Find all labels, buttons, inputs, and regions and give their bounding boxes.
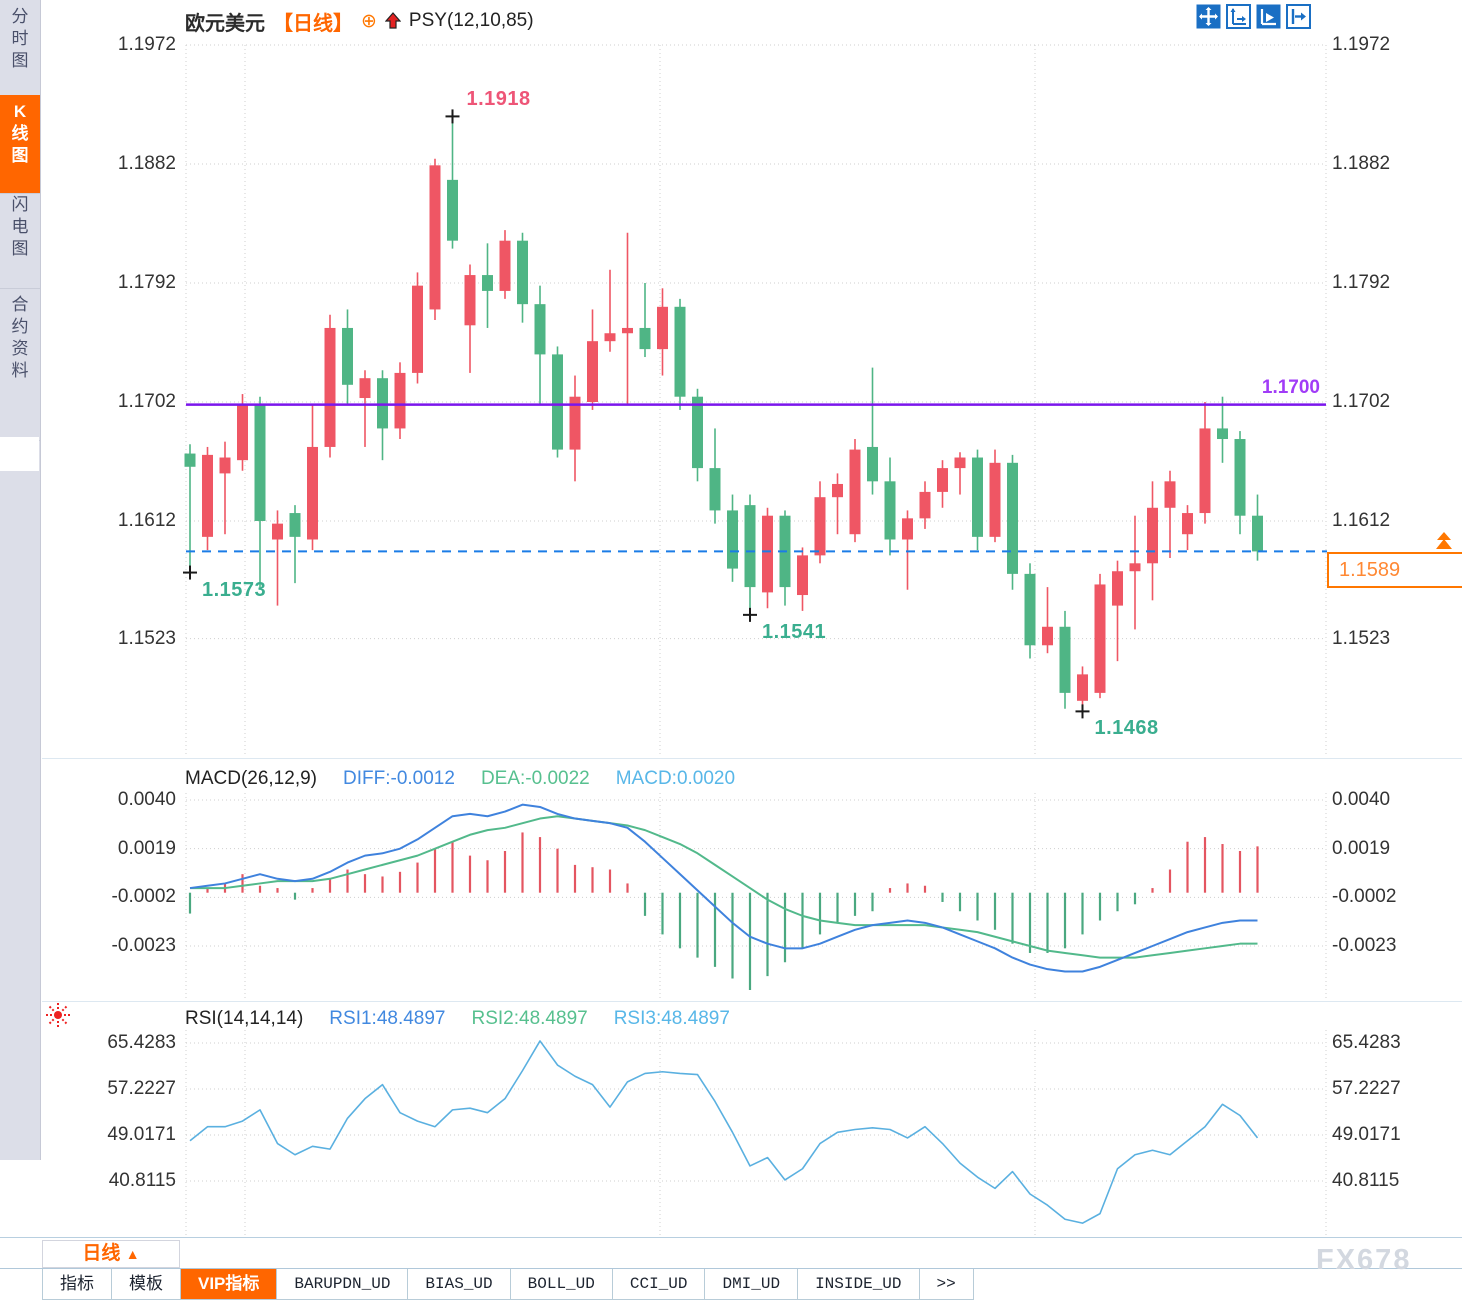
period-tag: 【日线】 (273, 12, 353, 35)
tab-CCI_UD[interactable]: CCI_UD (612, 1269, 706, 1300)
jump-to-latest-icon[interactable] (1286, 4, 1311, 29)
macd-dea-value: DEA:-0.0022 (480, 768, 590, 789)
tab-模板[interactable]: 模板 (112, 1269, 181, 1300)
macd-panel-header: MACD(26,12,9) DIFF:-0.0012 DEA:-0.0022 M… (185, 768, 735, 790)
rsi-panel-header: RSI(14,14,14) RSI1:48.4897 RSI2:48.4897 … (185, 1008, 730, 1030)
last-price-badge: 1.1589 (1327, 552, 1462, 588)
sidebar-item-flash-chart[interactable]: 闪 电 图 (0, 188, 40, 289)
sidebar-gap (0, 437, 39, 471)
chart-header: 欧元美元 【日线】 ⊕ PSY(12,10,85) (185, 4, 534, 38)
tab-BIAS_UD[interactable]: BIAS_UD (408, 1269, 511, 1300)
tabs-overflow-button[interactable]: >> (919, 1269, 974, 1300)
dropdown-up-triangle-icon: ▲ (125, 1246, 140, 1262)
macd-title: MACD(26,12,9) (185, 768, 317, 789)
period-selector[interactable]: 日线 ▲ (42, 1240, 180, 1268)
sidebar-item-kline-chart[interactable]: K 线 图 (0, 95, 40, 194)
symbol-title: 欧元美元 (185, 12, 265, 35)
panel-separator (42, 758, 1462, 759)
tab-指标[interactable]: 指标 (42, 1269, 112, 1300)
panel-separator (42, 1001, 1462, 1002)
chart-toolbar (1196, 4, 1311, 29)
tab-BARUPDN_UD[interactable]: BARUPDN_UD (277, 1269, 409, 1300)
macd-diff-value: DIFF:-0.0012 (343, 768, 455, 789)
indicator-tab-bar: 指标 模板 VIP指标 BARUPDN_UD BIAS_UD BOLL_UD CCI_UD D… (0, 1268, 1462, 1300)
indicator-alert-sun-icon[interactable] (44, 1001, 72, 1029)
tab-INSIDE_UD[interactable]: INSIDE_UD (798, 1269, 920, 1300)
period-selector-label: 日线 (82, 1243, 121, 1264)
rsi2-value: RSI2:48.4897 (471, 1008, 588, 1029)
fit-y-axis-icon[interactable] (1226, 4, 1251, 29)
tab-VIP指标[interactable]: VIP指标 (181, 1269, 278, 1300)
add-indicator-icon[interactable]: ⊕ (361, 10, 377, 32)
tab-BOLL_UD[interactable]: BOLL_UD (510, 1269, 613, 1300)
sidebar-item-contract-info[interactable]: 合 约 资 料 (0, 288, 40, 441)
tab-DMI_UD[interactable]: DMI_UD (705, 1269, 799, 1300)
pan-crosshair-icon[interactable] (1196, 4, 1221, 29)
auto-scroll-icon[interactable] (1256, 4, 1281, 29)
sidebar-item-time-chart[interactable]: 分 时 图 (0, 0, 40, 101)
price-up-arrow-icon (1436, 532, 1452, 549)
rsi3-value: RSI3:48.4897 (613, 1008, 730, 1029)
trend-up-arrow-icon (384, 12, 401, 29)
rsi1-value: RSI1:48.4897 (329, 1008, 446, 1029)
rsi-title: RSI(14,14,14) (185, 1008, 304, 1029)
macd-value: MACD:0.0020 (615, 768, 736, 789)
overlay-indicator-label: PSY(12,10,85) (408, 10, 534, 31)
support-line-label: 1.1700 (1261, 377, 1320, 398)
x-axis-row (0, 1237, 1462, 1269)
sidebar: 分 时 图 K 线 图 闪 电 图 合 约 资 料 (0, 0, 41, 1160)
